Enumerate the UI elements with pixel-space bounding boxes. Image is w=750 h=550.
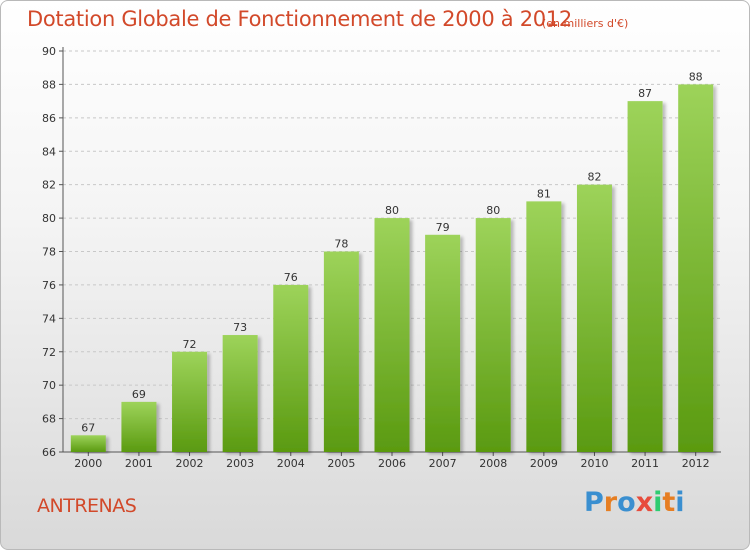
y-tick-label: 66 — [42, 446, 56, 459]
data-label-2009: 81 — [537, 187, 551, 200]
y-tick-label: 72 — [42, 346, 56, 359]
x-tick-label-2007: 2007 — [429, 457, 457, 470]
y-tick-label: 86 — [42, 112, 56, 125]
bar-2006 — [374, 218, 410, 452]
x-tick-label-2008: 2008 — [479, 457, 507, 470]
data-label-2007: 79 — [436, 221, 450, 234]
y-tick-label: 78 — [42, 246, 56, 259]
logo-letter: r — [603, 487, 618, 518]
x-tick-label-2002: 2002 — [176, 457, 204, 470]
data-label-2004: 76 — [284, 271, 298, 284]
bar-2005 — [323, 251, 359, 452]
data-label-2005: 78 — [334, 238, 348, 251]
x-tick-label-2003: 2003 — [226, 457, 254, 470]
y-tick-label: 74 — [42, 312, 56, 325]
y-tick-label: 70 — [42, 379, 56, 392]
bar-2008 — [475, 218, 511, 452]
data-label-2000: 67 — [81, 421, 95, 434]
x-tick-label-2011: 2011 — [631, 457, 659, 470]
data-label-2001: 69 — [132, 388, 146, 401]
x-tick-label-2004: 2004 — [277, 457, 305, 470]
data-label-2002: 72 — [183, 338, 197, 351]
data-label-2011: 87 — [638, 87, 652, 100]
bars — [70, 84, 714, 453]
bar-2007 — [425, 234, 461, 452]
y-tick-label: 76 — [42, 279, 56, 292]
bar-2001 — [121, 401, 157, 452]
x-tick-label-2006: 2006 — [378, 457, 406, 470]
logo-letter: o — [617, 487, 636, 518]
bar-2011 — [627, 101, 663, 452]
bar-2002 — [172, 351, 208, 452]
data-label-2010: 82 — [587, 171, 601, 184]
y-tick-label: 84 — [42, 145, 56, 158]
y-tick-label: 68 — [42, 413, 56, 426]
bar-2003 — [222, 335, 258, 452]
data-label-2003: 73 — [233, 321, 247, 334]
data-label-2008: 80 — [486, 204, 500, 217]
x-tick-label-2005: 2005 — [327, 457, 355, 470]
bar-2010 — [576, 184, 612, 452]
x-tick-label-2001: 2001 — [125, 457, 153, 470]
logo-letter: i — [653, 487, 663, 518]
data-label-2006: 80 — [385, 204, 399, 217]
y-tick-label: 90 — [42, 45, 56, 58]
commune-name: ANTRENAS — [37, 495, 137, 517]
logo-letter: t — [662, 487, 676, 518]
chart-title: Dotation Globale de Fonctionnement de 20… — [27, 7, 572, 31]
y-tick-label: 82 — [42, 179, 56, 192]
unit-note: (en milliers d'€) — [542, 17, 629, 30]
x-tick-label-2012: 2012 — [682, 457, 710, 470]
logo-letter: i — [675, 487, 685, 518]
bar-2009 — [526, 201, 562, 452]
logo-letter: P — [584, 487, 604, 518]
proxiti-logo[interactable]: Proxiti — [584, 487, 685, 518]
x-tick-label-2000: 2000 — [74, 457, 102, 470]
labels: 66 68 70 72 74 76 78 80 82 84 86 88 90 67 2000 69 2001 72… — [42, 45, 710, 470]
bar-2012 — [678, 84, 714, 453]
data-label-2012: 88 — [689, 70, 703, 83]
y-tick-label: 80 — [42, 212, 56, 225]
x-tick-label-2010: 2010 — [580, 457, 608, 470]
bar-2000 — [70, 435, 106, 452]
x-tick-label-2009: 2009 — [530, 457, 558, 470]
logo-letter: x — [635, 487, 654, 518]
y-tick-label: 88 — [42, 78, 56, 91]
bar-2004 — [273, 284, 309, 452]
